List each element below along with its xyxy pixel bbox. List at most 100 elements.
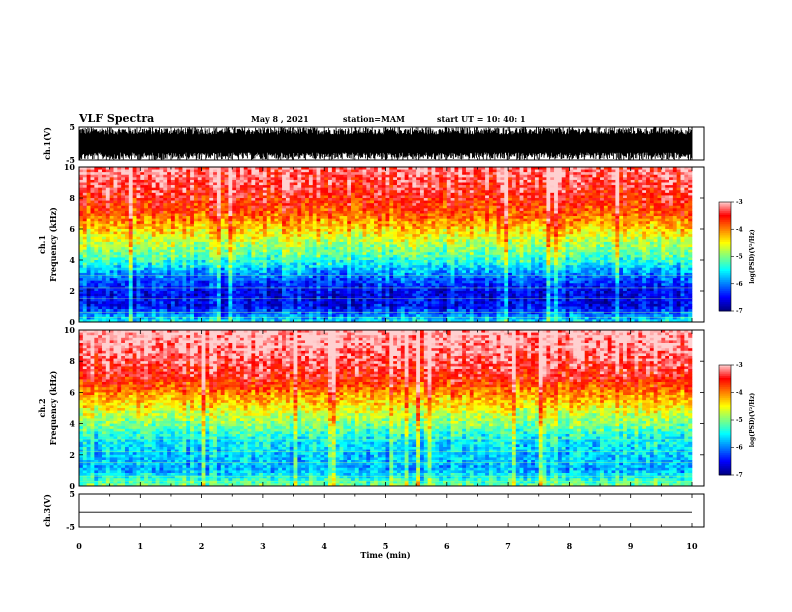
spectrogram-cell [228,226,233,230]
spectrogram-cell [492,241,497,245]
spectrogram-cell [98,169,103,173]
spectrogram-cell [236,221,241,225]
spectrogram-cell [90,185,95,188]
spectrogram-cell [458,192,463,196]
spectrogram-cell [351,241,356,245]
spectrogram-cell [496,208,501,212]
spectrogram-cell [266,182,271,186]
spectrogram-cell [251,179,256,183]
spectrogram-cell [462,239,467,243]
spectrogram-cell [90,208,95,212]
spectrogram-cell [408,182,413,186]
spectrogram-cell [282,229,287,232]
spectrogram-cell [117,234,122,238]
spectrogram-cell [351,200,356,204]
spectrogram-cell [396,182,402,186]
spectrogram-cell [186,229,191,232]
spectrogram-cell [236,223,241,227]
spectrogram-cell [626,229,631,232]
spectrogram-cell [167,216,172,219]
spectrogram-cell [174,226,179,230]
spectrogram-cell [366,236,371,240]
spectrogram-cell [255,177,260,181]
spectrogram-cell [255,216,260,219]
spectrogram-cell [665,216,670,219]
spectrogram-cell [209,195,214,199]
spectrogram-cell [266,190,271,194]
spectrogram-cell [224,241,229,245]
spectrogram-cell [201,195,206,199]
spectrogram-cell [312,198,317,201]
spectrogram-cell [554,226,559,230]
spectrogram-cell [485,195,490,199]
spectrogram-cell [121,198,126,201]
spectrogram-cell [496,177,501,181]
spectrogram-cell [481,226,486,230]
spectrogram-cell [377,169,382,173]
spectrogram-cell [446,187,451,191]
spectrogram-cell [603,200,609,204]
spectrogram-cell [278,231,283,235]
spectrogram-cell [565,195,570,199]
spectrogram-cell [155,216,160,219]
spectrogram-cell [105,216,110,219]
spectrogram-cell [113,182,118,186]
spectrogram-cell [289,179,294,183]
spectrogram-cell [646,203,651,207]
spectrogram-cell [262,216,268,219]
spectrogram-cell [282,223,287,227]
spectrogram-cell [404,231,409,235]
spectrogram-cell [649,213,654,217]
spectrogram-cell [128,223,133,227]
spectrogram-cell [446,223,451,227]
spectrogram-cell [473,195,478,199]
spectrogram-cell [259,174,264,178]
spectrogram-cell [531,236,536,240]
spectrogram-cell [293,177,298,181]
spectrogram-cell [435,200,440,204]
spectrogram-cell [213,187,218,191]
spectrogram-cell [266,216,271,219]
spectrogram-cell [450,213,455,217]
spectrogram-cell [626,218,631,222]
spectrogram-cell [527,198,532,201]
spectrogram-cell [565,221,570,225]
spectrogram-cell [557,241,563,245]
spectrogram-cell [546,223,551,227]
spectrogram-cell [259,177,264,181]
spectrogram-cell [676,213,681,217]
ch1-waveform-trace [78,127,693,160]
spectrogram-cell [615,198,620,201]
spectrogram-cell [90,172,95,176]
spectrogram-cell [109,208,114,212]
spectrogram-cell [649,205,654,209]
spectrogram-cell [285,187,291,191]
spectrogram-cell [228,223,233,227]
spectrogram-cell [121,182,126,186]
spectrogram-cell [404,241,409,245]
spectrogram-cell [538,167,543,170]
spectrogram-cell [228,172,233,176]
spectrogram-cell [649,226,654,230]
spectrogram-cell [458,195,463,199]
spectrogram-cell [259,167,264,170]
spectrogram-cell [462,234,467,238]
spectrogram-cell [546,169,551,173]
spectrogram-cell [577,192,582,196]
spectrogram-cell [458,182,463,186]
spectrogram-cell [347,172,352,176]
spectrogram-cell [577,216,582,219]
spectrogram-cell [308,231,314,235]
spectrogram-cell [331,239,336,243]
spectrogram-cell [626,174,631,178]
spectrogram-cell [680,172,685,176]
spectrogram-cell [163,231,168,235]
spectrogram-cell [408,234,413,238]
spectrogram-cell [588,203,593,207]
spectrogram-cell [577,182,582,186]
spectrogram-cell [665,174,670,178]
spectrogram-cell [251,192,256,196]
spectrogram-cell [90,231,95,235]
spectrogram-cell [684,182,689,186]
spectrogram-cell [626,185,631,188]
